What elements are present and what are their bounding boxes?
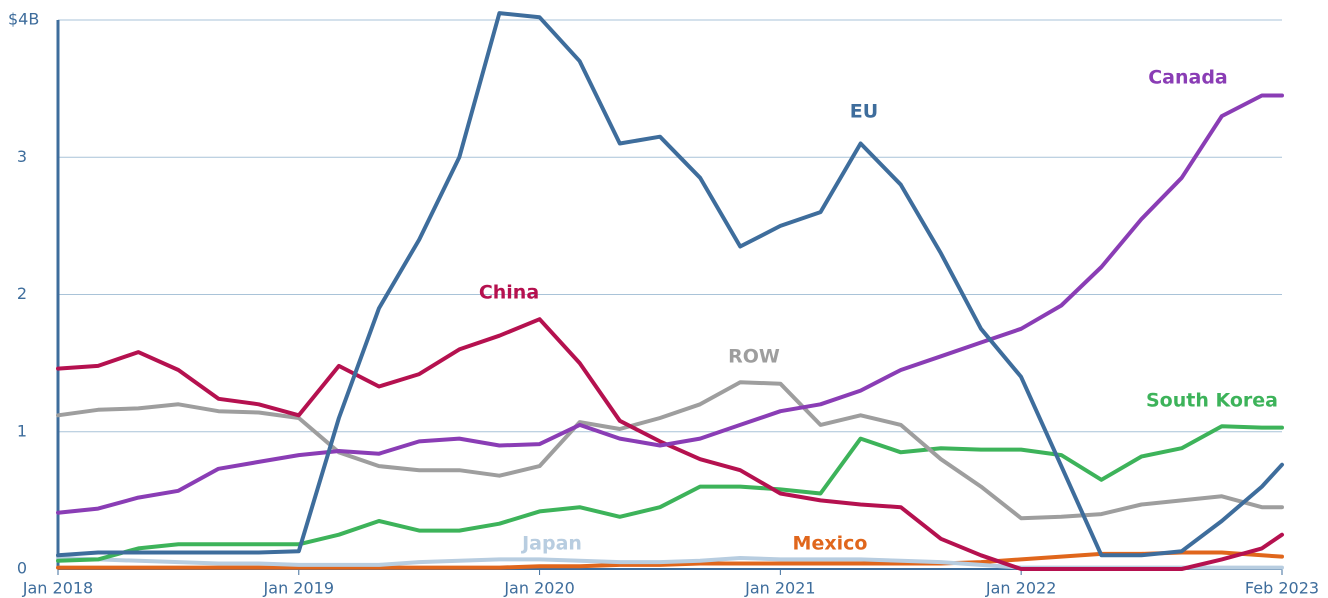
x-tick-label: Jan 2019	[263, 579, 334, 598]
x-tick-label: Jan 2022	[985, 579, 1056, 598]
series-line	[56, 11, 1284, 558]
y-tick-label: 3	[17, 147, 27, 166]
series-label: South Korea	[1146, 390, 1278, 412]
series-line	[56, 550, 1284, 570]
series-label: Canada	[1148, 67, 1228, 89]
series-line	[56, 424, 1284, 563]
x-tick-label: Feb 2023	[1245, 579, 1319, 598]
x-tick-label: Jan 2018	[22, 579, 93, 598]
series-label: EU	[850, 101, 878, 123]
y-tick-label: 2	[17, 284, 27, 303]
y-tick-label: 0	[17, 559, 27, 578]
x-tick-label: Jan 2021	[744, 579, 815, 598]
series-line	[56, 380, 1284, 521]
series-label: Japan	[520, 533, 582, 555]
y-tick-label: $4B	[8, 10, 39, 29]
series-label: China	[479, 282, 539, 304]
series-label: Mexico	[793, 533, 868, 555]
series-label: ROW	[728, 346, 780, 368]
x-tick-label: Jan 2020	[503, 579, 574, 598]
y-tick-label: 1	[17, 421, 27, 440]
series-line	[56, 93, 1284, 515]
series-line	[56, 317, 1284, 571]
